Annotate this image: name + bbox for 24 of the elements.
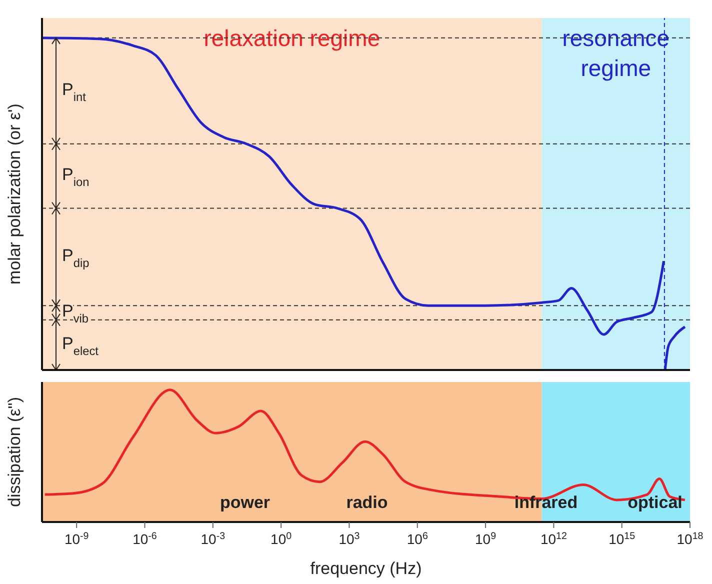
x-tick-label: 10$^{12}$ bbox=[540, 530, 567, 547]
annotation: P$_{vib}$ bbox=[62, 302, 89, 326]
band-label: resonance regime bbox=[562, 25, 670, 81]
x-tick-label: 10$^{18}$ bbox=[676, 530, 704, 547]
x-tick-label: 10$^{-9}$ bbox=[64, 530, 89, 547]
x-tick-label: 10$^{6}$ bbox=[406, 530, 428, 547]
y-axis-title: dissipation (ε") bbox=[5, 397, 24, 507]
annotation: radio bbox=[346, 493, 388, 512]
x-tick-label: 10$^{15}$ bbox=[608, 530, 636, 547]
band-label: relaxation regime bbox=[204, 25, 380, 51]
annotation: power bbox=[220, 493, 270, 512]
annotation: P$_{int}$ bbox=[62, 80, 87, 104]
annotation: P$_{elect}$ bbox=[62, 334, 100, 358]
y-axis-title: molar polarization (or ε') bbox=[5, 104, 24, 284]
annotation: optical bbox=[628, 493, 682, 512]
x-tick-label: 10$^{-6}$ bbox=[132, 530, 158, 547]
annotation: P$_{dip}$ bbox=[62, 246, 90, 270]
x-tick-label: 10$^{0}$ bbox=[270, 530, 292, 547]
x-tick-label: 10$^{3}$ bbox=[338, 530, 360, 547]
annotation: infrared bbox=[514, 493, 578, 512]
x-tick-label: 10$^{-3}$ bbox=[200, 530, 226, 547]
x-tick-label: 10$^{9}$ bbox=[475, 530, 496, 547]
annotation: P$_{ion}$ bbox=[62, 166, 90, 190]
x-axis-title: frequency (Hz) bbox=[310, 559, 422, 578]
